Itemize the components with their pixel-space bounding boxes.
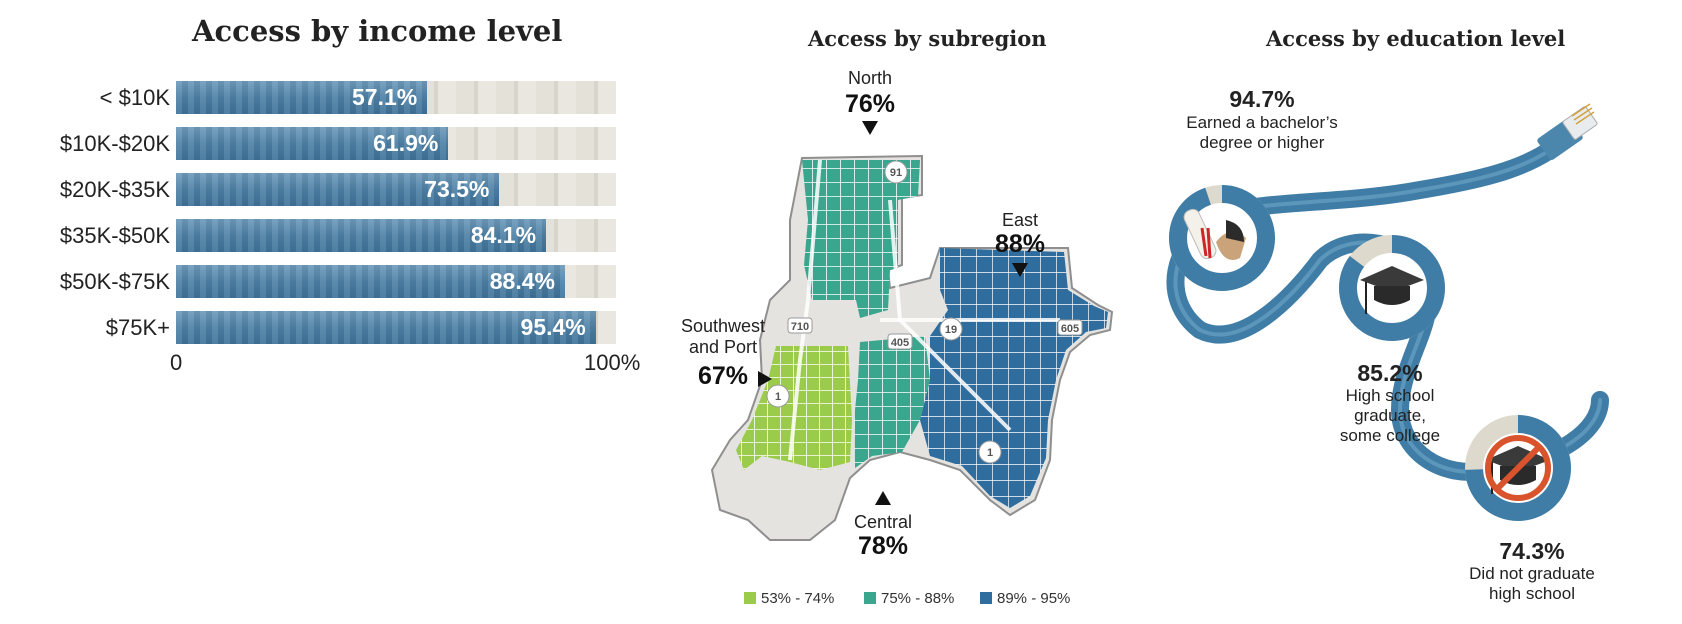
income-bar-row: $75K+ 95.4% bbox=[0, 311, 620, 345]
east-pointer-icon bbox=[1012, 263, 1028, 277]
no-graduation-cap-icon bbox=[1485, 435, 1551, 501]
income-bar-row: $20K-$35K 73.5% bbox=[0, 173, 620, 207]
legend-swatch bbox=[744, 592, 756, 604]
income-value-label: 95.4% bbox=[520, 314, 586, 340]
income-value-label: 84.1% bbox=[470, 222, 537, 248]
legend-label: 75% - 88% bbox=[881, 590, 955, 607]
education-value-label: 94.7% bbox=[1229, 86, 1295, 112]
legend-item: 89% - 95% bbox=[980, 590, 1070, 607]
region-north bbox=[802, 160, 920, 318]
diploma-handshake-icon bbox=[1183, 208, 1246, 260]
central-value: 78% bbox=[857, 532, 909, 560]
x-axis-tick-max: 100% bbox=[584, 350, 641, 375]
income-category-label: $35K-$50K bbox=[59, 223, 170, 248]
legend-swatch bbox=[864, 592, 876, 604]
income-category-label: $75K+ bbox=[105, 315, 170, 340]
income-bar-track: 73.5% bbox=[176, 173, 616, 206]
income-bar bbox=[176, 173, 500, 206]
income-bar-track: 84.1% bbox=[176, 219, 616, 252]
donut-remainder bbox=[1465, 415, 1571, 521]
education-category-label: Did not graduate high school bbox=[1437, 564, 1627, 604]
east-label: East bbox=[1001, 210, 1039, 230]
education-category-label-line: High school bbox=[1345, 386, 1435, 405]
education-category-label-line: Did not graduate bbox=[1469, 564, 1595, 583]
ethernet-plug-icon bbox=[1537, 103, 1598, 160]
education-value-label: 85.2% bbox=[1357, 360, 1423, 386]
highway-label: 1 bbox=[987, 447, 993, 459]
income-bar bbox=[176, 311, 596, 344]
education-category-label: High school graduate, some college bbox=[1310, 386, 1470, 446]
income-bar-row: $35K-$50K 84.1% bbox=[0, 219, 620, 253]
income-value-label: 73.5% bbox=[424, 176, 490, 202]
donut-remainder bbox=[1169, 185, 1275, 291]
legend-label: 89% - 95% bbox=[997, 590, 1071, 607]
income-category-label: $10K-$20K bbox=[59, 131, 170, 156]
highway-label: 605 bbox=[1061, 323, 1079, 335]
north-label: North bbox=[847, 68, 892, 88]
highway-label: 19 bbox=[945, 324, 957, 336]
income-bar-track: 88.4% bbox=[176, 265, 616, 298]
education-category-label-line: degree or higher bbox=[1199, 133, 1325, 152]
highway-label: 405 bbox=[891, 337, 909, 349]
region-central bbox=[854, 336, 930, 468]
income-value-label: 61.9% bbox=[373, 130, 439, 156]
donut-remainder bbox=[1339, 235, 1445, 341]
graduation-cap-icon bbox=[1360, 266, 1424, 314]
education-chart-title: Access by education level bbox=[1266, 26, 1566, 51]
income-bar-track: 95.4% bbox=[176, 311, 616, 344]
donut-value-arc bbox=[1339, 235, 1445, 341]
education-category-label-line: high school bbox=[1488, 584, 1575, 603]
education-category-label-line: graduate, bbox=[1354, 406, 1426, 425]
income-bar-row: < $10K 57.1% bbox=[0, 81, 620, 115]
highway-label: 91 bbox=[890, 167, 902, 179]
southwest-label-line: Southwest bbox=[680, 316, 766, 336]
income-bar bbox=[176, 81, 428, 114]
income-bar-row: $10K-$20K 61.9% bbox=[0, 127, 620, 161]
subregion-map-title: Access by subregion bbox=[808, 26, 1047, 51]
donut-value-arc bbox=[1169, 185, 1275, 291]
income-bar bbox=[176, 219, 547, 252]
north-pointer-icon bbox=[862, 121, 878, 135]
legend-item: 53% - 74% bbox=[744, 590, 834, 607]
income-bar-track: 61.9% bbox=[176, 127, 616, 160]
north-value: 76% bbox=[844, 90, 896, 118]
income-category-label: $50K-$75K bbox=[59, 269, 170, 294]
education-value-label: 74.3% bbox=[1499, 538, 1565, 564]
education-category-label: Earned a bachelor’s degree or higher bbox=[1157, 113, 1367, 153]
income-category-label: $20K-$35K bbox=[59, 177, 170, 202]
southwest-label-line: and Port bbox=[688, 337, 758, 357]
southwest-label: Southwest and Port bbox=[668, 316, 778, 358]
income-bar bbox=[176, 127, 449, 160]
legend-swatch bbox=[980, 592, 992, 604]
education-category-label-line: some college bbox=[1339, 426, 1441, 445]
legend-item: 75% - 88% bbox=[864, 590, 954, 607]
x-axis-tick-min: 0 bbox=[170, 350, 183, 375]
donut-value-arc bbox=[1465, 415, 1571, 521]
highway-shields: 91 710 405 19 605 1 1 bbox=[766, 160, 1083, 464]
central-pointer-icon bbox=[875, 491, 891, 505]
education-category-label-line: Earned a bachelor’s bbox=[1186, 113, 1338, 132]
southwest-value: 67% bbox=[697, 362, 749, 390]
income-category-label: < $10K bbox=[99, 85, 170, 110]
income-bar-row: $50K-$75K 88.4% bbox=[0, 265, 620, 299]
east-value: 88% bbox=[994, 230, 1046, 258]
highway-label: 710 bbox=[791, 321, 809, 333]
legend-label: 53% - 74% bbox=[761, 590, 835, 607]
income-bar-track: 57.1% bbox=[176, 81, 616, 114]
income-chart-title: Access by income level bbox=[192, 14, 563, 48]
highway-label: 1 bbox=[775, 391, 781, 403]
region-east bbox=[920, 248, 1108, 508]
income-bar bbox=[176, 265, 565, 298]
income-value-label: 88.4% bbox=[489, 268, 555, 294]
income-value-label: 57.1% bbox=[352, 84, 418, 110]
central-label: Central bbox=[853, 512, 913, 532]
